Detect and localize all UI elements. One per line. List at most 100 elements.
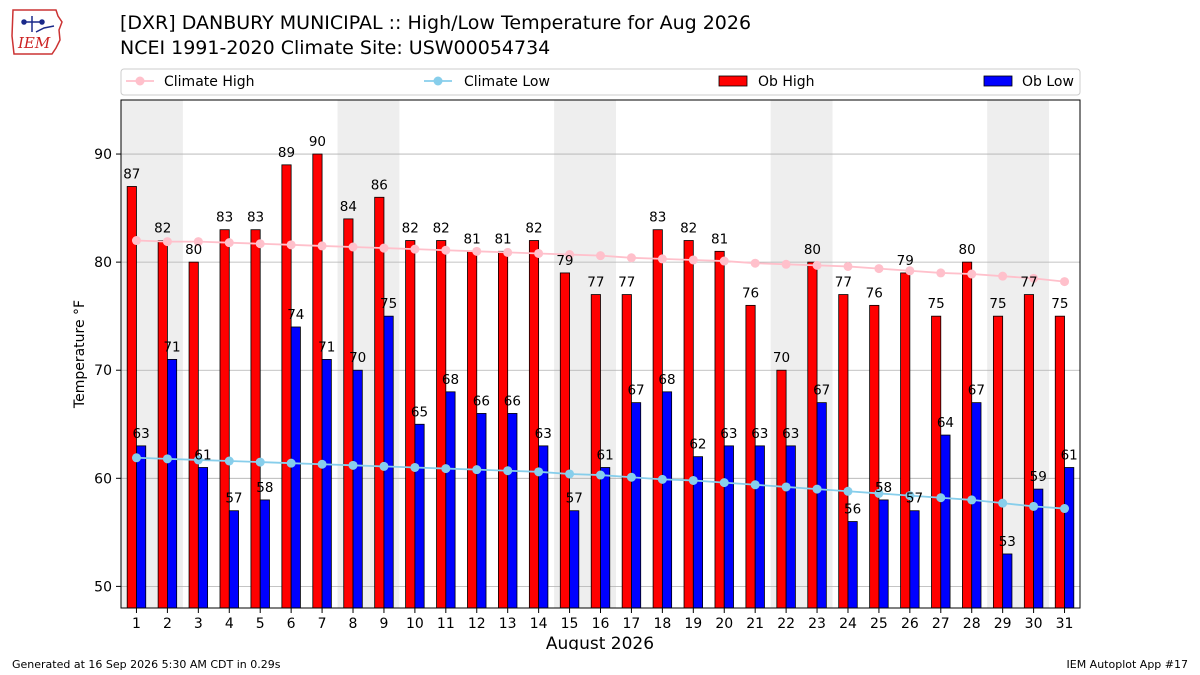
bars [126,153,1075,609]
x-tick-label: 2 [163,616,172,632]
climate-low-point [1029,501,1039,511]
x-tick-label: 3 [194,616,203,632]
ob-low-value-label: 68 [442,372,459,388]
climate-high-point [379,243,389,253]
x-tick-label: 18 [653,616,671,632]
climate-low-point [379,461,389,471]
climate-low-point [224,456,234,466]
ob-high-value-label: 83 [247,210,264,226]
ob-low-value-label: 59 [1030,469,1047,485]
climate-low-point [472,465,482,475]
climate-high-point [626,253,636,263]
x-tick-label: 14 [530,616,548,632]
ob-low-bar [971,402,982,609]
ob-high-bar [962,261,973,609]
x-tick-label: 19 [684,616,702,632]
ob-high-bar [343,218,354,609]
climate-high-point [224,238,234,248]
ob-low-value-label: 65 [411,404,428,420]
ob-high-bar [405,240,416,609]
x-axis-label: August 2026 [546,634,654,650]
ob-high-value-label: 77 [618,275,635,291]
climate-low-point [750,480,760,490]
ob-high-value-label: 79 [556,253,573,269]
climate-high-point [1029,273,1039,283]
ob-high-value-label: 82 [402,221,419,237]
ob-low-bar [940,434,951,609]
x-tick-label: 10 [406,616,424,632]
legend-item-ob-low: Ob Low [983,74,1074,90]
ob-high-bar [838,294,849,609]
x-tick-label: 6 [287,616,296,632]
x-tick-label: 26 [901,616,919,632]
ob-high-bar [374,196,385,609]
climate-low-point [596,470,605,480]
ob-high-value-label: 87 [123,166,140,182]
ob-low-value-label: 66 [473,393,490,409]
climate-high-point [162,237,172,247]
climate-high-point [255,239,265,249]
climate-high-point [1060,277,1070,287]
ob-high-value-label: 90 [309,134,326,150]
ob-low-bar [352,369,363,609]
x-tick-label: 22 [777,616,795,632]
ob-low-bar [197,467,209,609]
ob-high-bar [250,229,261,609]
ob-low-value-label: 63 [535,426,552,442]
x-tick-label: 24 [839,616,857,632]
legend-item-climate-low: Climate Low [424,74,550,90]
x-tick-label: 15 [561,616,579,632]
climate-low-point [998,498,1008,508]
ob-high-bar [157,240,168,609]
climate-high-point [688,255,698,265]
ob-high-bar [188,261,199,609]
x-tick-label: 17 [623,616,641,632]
ob-low-bar [847,521,858,609]
ob-low-bar [383,315,394,609]
footer-generated: Generated at 16 Sep 2026 5:30 AM CDT in … [12,658,281,671]
ob-high-bar [281,164,292,609]
ob-low-value-label: 70 [349,350,366,366]
climate-high-point [193,237,203,247]
climate-low-point [255,457,265,467]
ob-low-bar [321,359,332,609]
ob-high-bar [219,229,230,609]
ob-low-bar [259,499,270,609]
ob-high-value-label: 82 [525,221,542,237]
legend: Climate High Climate Low Ob High Ob Low [120,68,1081,96]
x-tick-label: 5 [256,616,265,632]
x-tick-label: 21 [746,616,764,632]
ob-low-value-label: 56 [844,502,861,518]
climate-low-point [503,466,513,476]
y-axis-label: Temperature °F [72,300,88,409]
ob-high-bar [528,240,540,609]
climate-high-point [657,254,667,264]
ob-high-bar [312,153,323,609]
y-tick-label: 60 [94,471,112,487]
climate-low-point [441,464,451,474]
climate-high-point [998,271,1008,281]
ob-low-bar [631,402,642,609]
climate-high-point [812,260,822,270]
ob-low-value-label: 66 [504,393,521,409]
ob-high-value-label: 82 [154,221,171,237]
ob-low-bar [878,499,889,609]
iem-logo: IEM [10,6,64,56]
climate-low-point [812,484,822,494]
iowa-state-outline-icon: IEM [11,9,63,55]
climate-low-point [286,458,296,468]
y-tick-label: 90 [94,147,112,163]
climate-high-point [596,251,605,261]
climate-low-point [626,472,636,482]
ob-high-value-label: 86 [371,177,388,193]
climate-high-point [750,258,760,268]
climate-high-point [534,248,544,258]
climate-low-point [317,459,327,469]
climate-low-point [967,495,977,505]
weather-station-icon [21,16,55,33]
ob-high-value-label: 77 [835,275,852,291]
ob-low-value-label: 71 [163,339,180,355]
ob-low-bar [445,391,456,609]
climate-high-point [781,259,791,269]
y-tick-label: 50 [94,579,112,595]
